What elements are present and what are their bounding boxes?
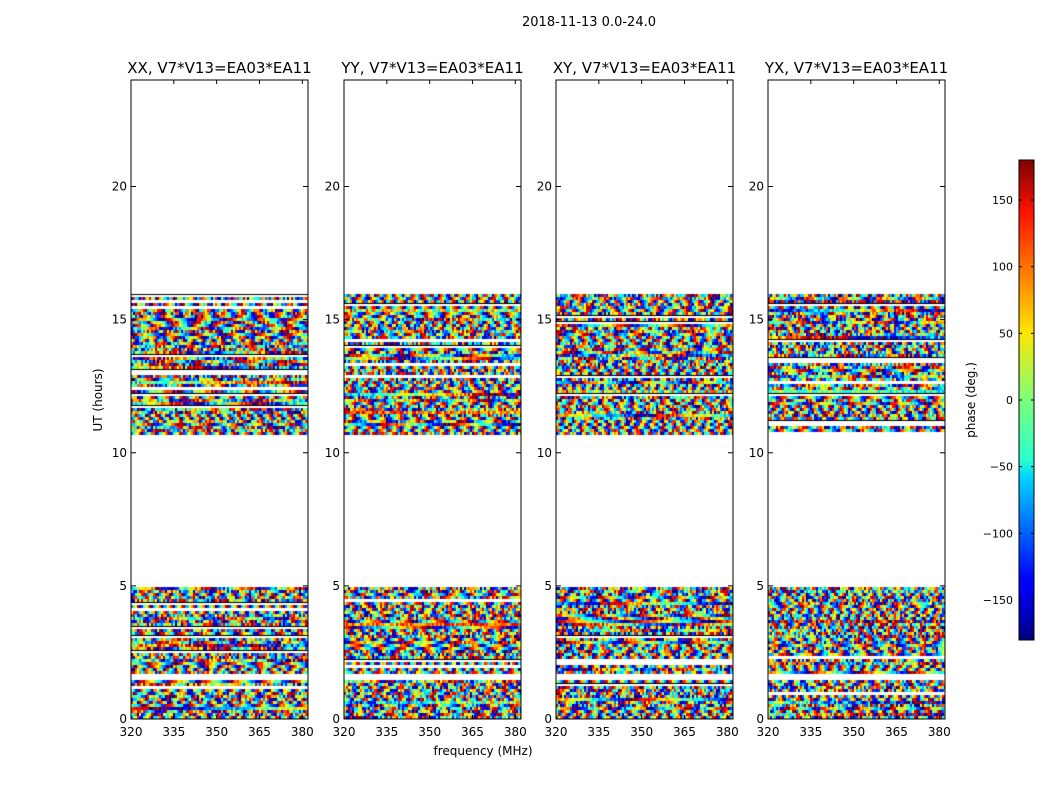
x-tick-label: 320 (545, 725, 568, 739)
x-tick-label: 350 (630, 725, 653, 739)
y-tick-label: 20 (112, 180, 127, 194)
colorbar-tick-label: 150 (992, 194, 1013, 207)
y-tick-label: 5 (119, 579, 127, 593)
x-tick-label: 365 (461, 725, 484, 739)
panel-frame (767, 79, 946, 720)
phase-heatmap-canvas (768, 80, 945, 719)
x-tick-label: 335 (799, 725, 822, 739)
y-tick-label: 5 (544, 579, 552, 593)
panel-title: XY, V7*V13=EA03*EA11 (553, 59, 736, 77)
x-tick-label: 335 (587, 725, 610, 739)
panel-4: YX, V7*V13=EA03*EA11 320 335 350 365 380 0 5 10 1… (749, 59, 951, 739)
phase-heatmap (131, 80, 308, 719)
y-tick-label: 5 (332, 579, 340, 593)
colorbar-tick-label: 100 (992, 261, 1013, 274)
phase-heatmap (768, 80, 945, 719)
y-tick-label: 15 (325, 313, 340, 327)
y-tick-label: 20 (325, 180, 340, 194)
y-tick-label: 10 (325, 446, 340, 460)
phase-heatmap-canvas (344, 80, 521, 719)
colorbar: −150 −100 −50 0 50 100 150 phase (deg.) (964, 159, 1035, 641)
x-tick-label: 335 (375, 725, 398, 739)
y-tick-label: 10 (112, 446, 127, 460)
x-tick-label: 365 (673, 725, 696, 739)
panel-frame (343, 79, 522, 720)
y-tick-label: 5 (756, 579, 764, 593)
x-tick-label: 380 (716, 725, 739, 739)
colorbar-ticks: −150 −100 −50 0 50 100 150 (983, 194, 1034, 607)
phase-heatmap (556, 80, 733, 719)
y-tick-label: 0 (332, 712, 340, 726)
panel-title: YY, V7*V13=EA03*EA11 (340, 59, 523, 77)
y-axis-label: UT (hours) (91, 368, 105, 431)
x-tick-label: 350 (418, 725, 441, 739)
panel-frame (555, 79, 734, 720)
y-tick-label: 0 (756, 712, 764, 726)
panel-3: XY, V7*V13=EA03*EA11 320 335 350 365 380 0 5 10 1… (537, 59, 739, 739)
colorbar-tick-label: 50 (999, 327, 1013, 340)
panel-2: YY, V7*V13=EA03*EA11 320 335 350 365 380 0 5 10 1… (325, 59, 527, 739)
y-tick-label: 20 (749, 180, 764, 194)
colorbar-tick-label: 0 (1006, 394, 1013, 407)
y-tick-label: 0 (119, 712, 127, 726)
colorbar-tick-label: −150 (983, 594, 1013, 607)
y-tick-label: 15 (537, 313, 552, 327)
phase-heatmap-canvas (131, 80, 308, 719)
x-axis-label: frequency (MHz) (433, 744, 532, 758)
x-tick-label: 350 (842, 725, 865, 739)
phase-heatmap-canvas (556, 80, 733, 719)
phase-heatmap (344, 80, 521, 719)
panel-title: YX, V7*V13=EA03*EA11 (764, 59, 948, 77)
panel-title: XX, V7*V13=EA03*EA11 (127, 59, 311, 77)
y-tick-label: 15 (749, 313, 764, 327)
y-tick-label: 15 (112, 313, 127, 327)
x-tick-label: 365 (885, 725, 908, 739)
x-tick-label: 350 (205, 725, 228, 739)
y-tick-label: 10 (749, 446, 764, 460)
panels: XX, V7*V13=EA03*EA11 320 335 350 365 380 0 5 10 1… (112, 59, 951, 739)
x-tick-label: 380 (291, 725, 314, 739)
x-tick-label: 320 (333, 725, 356, 739)
x-tick-label: 335 (162, 725, 185, 739)
y-tick-label: 10 (537, 446, 552, 460)
figure-title: 2018-11-13 0.0-24.0 (522, 15, 656, 30)
x-tick-label: 365 (248, 725, 271, 739)
x-tick-label: 320 (757, 725, 780, 739)
y-tick-label: 20 (537, 180, 552, 194)
colorbar-tick-label: −50 (990, 461, 1013, 474)
x-tick-label: 380 (928, 725, 951, 739)
y-tick-label: 0 (544, 712, 552, 726)
colorbar-label: phase (deg.) (964, 362, 978, 438)
colorbar-tick-label: −100 (983, 527, 1013, 540)
panel-1: XX, V7*V13=EA03*EA11 320 335 350 365 380 0 5 10 1… (112, 59, 314, 739)
panel-frame (130, 79, 309, 720)
x-tick-label: 320 (120, 725, 143, 739)
x-tick-label: 380 (504, 725, 527, 739)
